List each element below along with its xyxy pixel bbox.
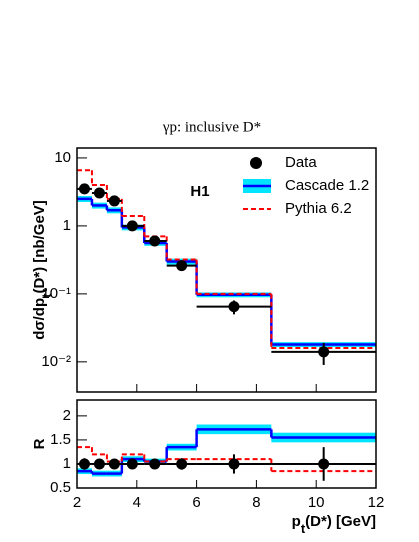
plot-area: [77, 424, 376, 481]
axis-label-main: p: [292, 513, 301, 530]
axis-label-rest: (D*) [GeV]: [305, 513, 376, 530]
data-point: [318, 346, 330, 358]
axis-label-main: R: [31, 438, 48, 449]
data-point: [93, 458, 105, 470]
axis-label: pt(D*) [GeV]: [292, 513, 376, 536]
x-tick-label: 2: [73, 494, 81, 511]
data-point: [108, 195, 120, 207]
data-point: [176, 260, 188, 272]
frame: [76, 399, 377, 489]
legend-label: Data: [285, 154, 317, 171]
plot-area: [77, 169, 376, 365]
legend-label: Cascade 1.2: [285, 177, 369, 194]
x-tick-label: 10: [308, 494, 325, 511]
data-point: [126, 458, 138, 470]
axis-label-sub: t: [301, 521, 306, 536]
y-tick-label: 10⁻¹: [41, 285, 71, 302]
chart-title: γp: inclusive D*: [162, 119, 261, 135]
data-point: [318, 458, 330, 470]
data-point: [78, 183, 90, 195]
legend-marker: [250, 157, 262, 169]
data-point: [149, 458, 161, 470]
axis-label-main: dσ/dp: [31, 298, 48, 340]
data-point: [176, 458, 188, 470]
axis-label: dσ/dpt(D*) [nb/GeV]: [31, 200, 54, 340]
data-point: [149, 235, 161, 247]
x-tick-label: 6: [192, 494, 200, 511]
data-point: [108, 458, 120, 470]
annotation: H1: [190, 183, 209, 200]
legend-label: Pythia 6.2: [285, 200, 352, 217]
axis-label-sub: t: [39, 293, 54, 298]
x-tick-label: 8: [252, 494, 260, 511]
y-tick-label: 10⁻²: [41, 353, 71, 370]
frame: [76, 147, 377, 393]
x-tick-label: 4: [133, 494, 141, 511]
y-tick-label: 0.5: [50, 479, 71, 496]
y-tick-label: 2: [63, 407, 71, 424]
axis-label: R: [31, 438, 48, 449]
y-tick-label: 1: [63, 455, 71, 472]
axis-label-rest: (D*) [nb/GeV]: [31, 200, 48, 293]
y-tick-label: 10: [54, 149, 71, 166]
data-point: [93, 187, 105, 199]
data-point: [126, 220, 138, 232]
y-tick-label: 1: [63, 217, 71, 234]
y-tick-label: 1.5: [50, 431, 71, 448]
data-point: [228, 458, 240, 470]
x-tick-label: 12: [368, 494, 385, 511]
data-point: [228, 301, 240, 313]
